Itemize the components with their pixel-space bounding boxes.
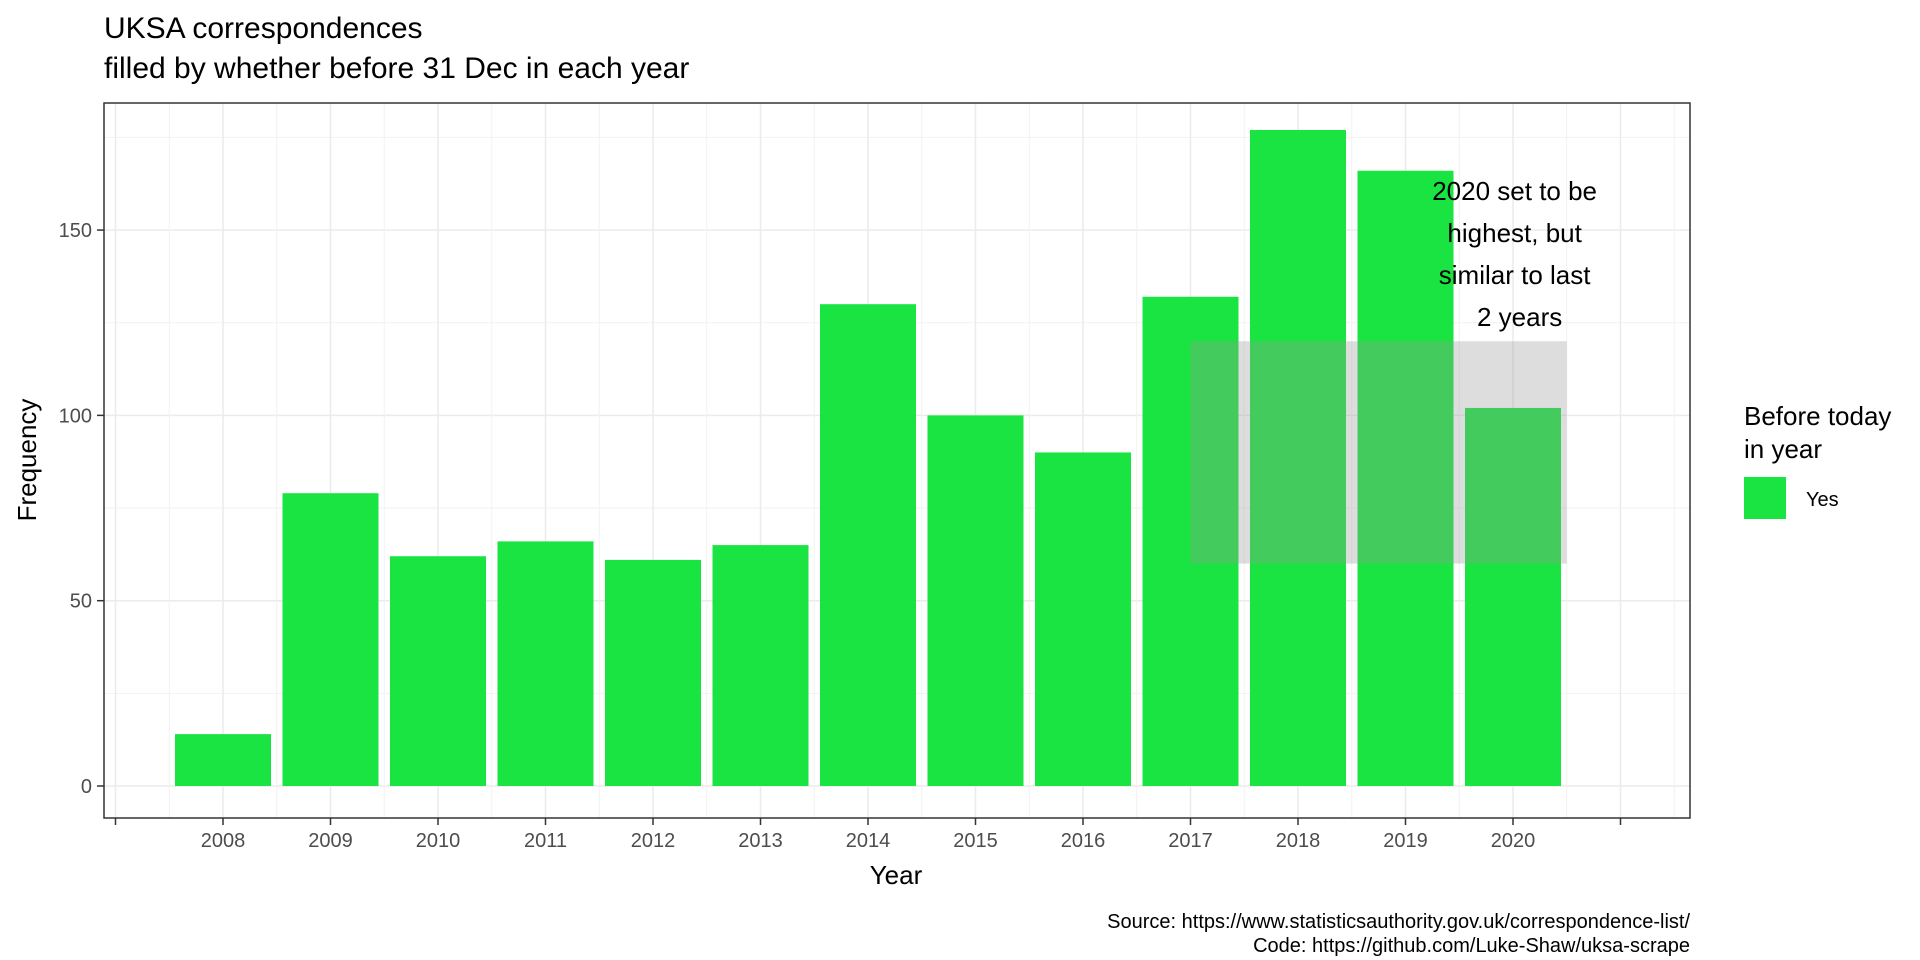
legend: Before today in year Yes: [1744, 401, 1891, 519]
caption-source: Source: https://www.statisticsauthority.…: [1107, 911, 1690, 933]
bar-2012: [605, 559, 701, 786]
bar-2010: [390, 556, 486, 786]
x-tick-label-2013: 2013: [738, 830, 783, 852]
annotation-line-1: 2020 set to be: [1432, 176, 1597, 206]
bar-2014: [820, 304, 916, 786]
x-tick-label-2018: 2018: [1276, 830, 1321, 852]
x-tick-label-2017: 2017: [1168, 830, 1213, 852]
plot-border: [103, 102, 1691, 819]
bar-2008: [175, 734, 271, 786]
y-tick-label: 0: [81, 776, 92, 798]
bar-2016: [1035, 452, 1131, 786]
bars: [175, 130, 1561, 786]
annotation-line-4: 2 years: [1477, 302, 1562, 332]
legend-title-line-2: in year: [1744, 434, 1822, 464]
x-tick-label-2010: 2010: [416, 830, 461, 852]
bar-2019: [1357, 170, 1454, 786]
y-tick-label: 150: [59, 220, 92, 242]
x-tick-label-2008: 2008: [201, 830, 246, 852]
highlight-box: [1190, 341, 1567, 564]
annotation-line-3: similar to last: [1439, 260, 1591, 290]
annotation: 2020 set to be highest, but similar to l…: [1432, 176, 1597, 332]
x-axis-title: Year: [870, 860, 923, 890]
caption-code: Code: https://github.com/Luke-Shaw/uksa-…: [1253, 935, 1690, 957]
x-tick-label-2009: 2009: [308, 830, 353, 852]
x-tick-label-2012: 2012: [631, 830, 676, 852]
bar-2018: [1250, 130, 1346, 786]
x-tick-label-2016: 2016: [1061, 830, 1106, 852]
x-tick-label-2015: 2015: [953, 830, 998, 852]
legend-key-yes: [1744, 477, 1786, 519]
y-axis: 0 50 100 150: [59, 220, 104, 798]
x-tick-label-2014: 2014: [846, 830, 891, 852]
y-tick-label: 100: [59, 405, 92, 427]
bar-2009: [282, 493, 379, 786]
bar-2015: [927, 415, 1024, 786]
annotation-line-2: highest, but: [1447, 218, 1582, 248]
y-tick-label: 50: [70, 591, 92, 613]
chart-title: UKSA correspondences: [104, 12, 423, 45]
bar-2011: [497, 541, 594, 786]
x-tick-label-2011: 2011: [524, 830, 567, 852]
bar-2020: [1465, 407, 1561, 786]
bar-2013: [712, 545, 809, 786]
chart-subtitle: filled by whether before 31 Dec in each …: [104, 52, 689, 85]
x-axis: 2008 2009 2010 2011 2012 2013 2014 2015 2016 2017…: [114, 818, 1622, 852]
legend-label-yes: Yes: [1806, 489, 1839, 511]
x-tick-label-2019: 2019: [1383, 830, 1428, 852]
bar-2017: [1142, 296, 1239, 786]
y-axis-title: Frequency: [12, 399, 42, 522]
legend-title-line-1: Before today: [1744, 401, 1891, 431]
x-tick-label-2020: 2020: [1491, 830, 1536, 852]
